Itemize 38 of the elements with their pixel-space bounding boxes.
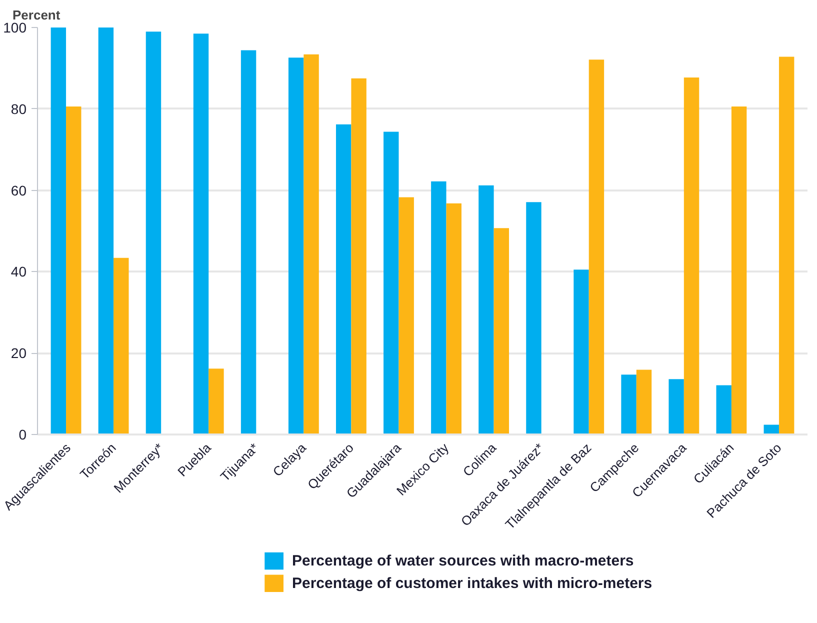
bar: [336, 124, 352, 434]
bar: [778, 56, 794, 434]
bar: [478, 185, 494, 434]
bar: [384, 132, 399, 434]
y-tick-label: 60: [10, 182, 27, 198]
bar: [716, 385, 732, 434]
y-tick-label: 0: [18, 426, 27, 442]
legend-label: Percentage of water sources with macro-meters: [292, 552, 634, 570]
bar: [351, 78, 366, 434]
bar: [574, 270, 589, 434]
bar: [208, 368, 224, 434]
bar: [304, 54, 319, 434]
bar: [684, 78, 700, 434]
bar: [240, 50, 256, 434]
bar: [494, 228, 510, 434]
bar: [288, 58, 304, 434]
bar: [193, 34, 209, 434]
bar: [731, 106, 747, 434]
y-tick-label: 40: [10, 264, 27, 280]
bar: [98, 28, 114, 434]
bar: [446, 203, 462, 434]
bar: [764, 424, 779, 434]
y-axis-title: Percent: [12, 8, 61, 22]
bar: [588, 60, 604, 434]
bar: [636, 370, 652, 434]
bar: [50, 28, 66, 434]
y-tick-label: 80: [10, 100, 27, 117]
bar: [431, 181, 446, 434]
bar: [621, 374, 636, 434]
bar: [66, 106, 82, 434]
bar: [146, 32, 162, 434]
bar: [114, 258, 129, 434]
bar: [668, 379, 684, 434]
bar: [398, 197, 414, 434]
bar: [526, 202, 542, 434]
y-tick-label: 20: [10, 345, 27, 362]
legend-label: Percentage of customer intakes with micro-meters: [292, 574, 652, 592]
y-tick-label: 100: [3, 20, 27, 36]
